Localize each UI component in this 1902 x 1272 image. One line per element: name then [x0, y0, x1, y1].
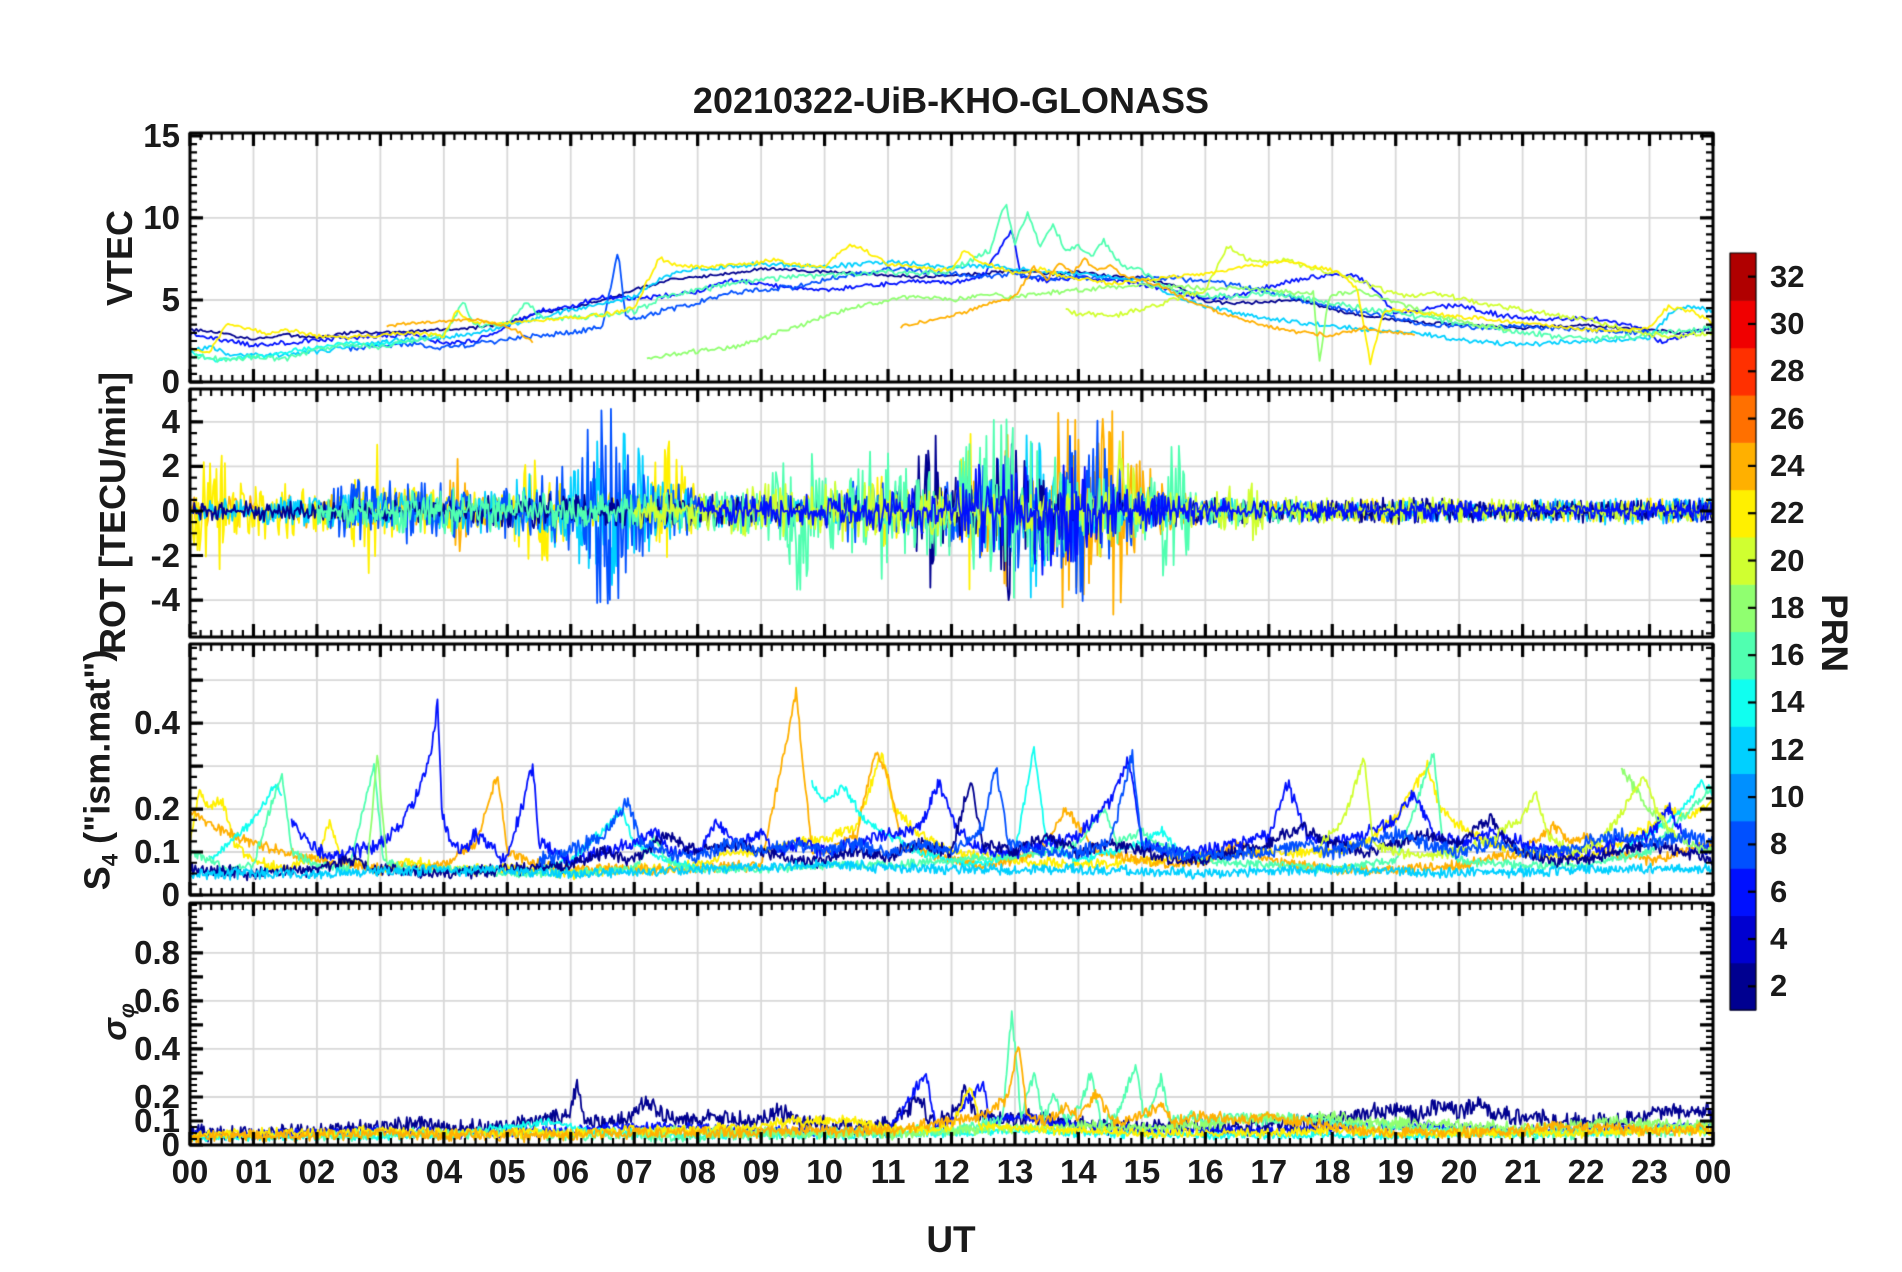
x-tick-label: 08	[679, 1153, 717, 1190]
x-tick-label: 15	[1123, 1153, 1161, 1190]
x-tick-label: 10	[806, 1153, 843, 1190]
colorbar-tick-label: 16	[1770, 637, 1805, 673]
x-tick-label: 02	[298, 1153, 336, 1190]
colorbar-tick-label: 30	[1770, 305, 1805, 341]
colorbar-tick-label: 24	[1770, 447, 1805, 483]
y-tick-label: -4	[150, 581, 180, 619]
colorbar-label: PRN	[1814, 593, 1855, 673]
x-tick-label: 17	[1250, 1153, 1288, 1190]
x-tick-label: 06	[552, 1153, 590, 1190]
colorbar-tick-label: 12	[1770, 731, 1805, 767]
y-tick-label: 0.4	[134, 704, 180, 742]
colorbar-tick-label: 22	[1770, 495, 1805, 531]
x-tick-label: 04	[425, 1153, 463, 1190]
colorbar-tick-label: 28	[1770, 353, 1805, 389]
y-tick-label: 0	[161, 363, 180, 400]
colorbar-tick-label: 20	[1770, 542, 1805, 578]
y-tick-label: 5	[161, 280, 180, 318]
x-axis-label: UT	[926, 1219, 976, 1260]
colorbar-tick-label: 14	[1770, 684, 1805, 720]
y-tick-label: 0.2	[134, 790, 180, 828]
x-tick-label: 12	[933, 1153, 970, 1190]
colorbar-tick-label: 8	[1770, 826, 1788, 862]
y-tick-label: 0	[161, 876, 180, 913]
x-tick-label: 03	[362, 1153, 399, 1190]
colorbar-tick-label: 18	[1770, 589, 1805, 625]
x-tick-label: 01	[235, 1153, 272, 1190]
colorbar-tick-label: 6	[1770, 873, 1788, 909]
x-tick-label: 07	[615, 1153, 653, 1190]
y-tick-label: 0.1	[134, 833, 180, 871]
y-tick-label: 0	[161, 491, 180, 529]
x-tick-label: 23	[1631, 1153, 1668, 1190]
y-tick-label: 0.6	[134, 981, 180, 1019]
x-tick-label: 16	[1186, 1153, 1224, 1190]
y-tick-label: 0.8	[134, 933, 180, 971]
x-tick-label: 13	[996, 1153, 1034, 1190]
x-tick-label: 19	[1377, 1153, 1415, 1190]
y-tick-label: 0.1	[134, 1101, 180, 1139]
x-tick-label: 20	[1440, 1153, 1478, 1190]
y-tick-label: 15	[143, 116, 180, 154]
x-tick-label: 05	[488, 1153, 526, 1190]
colorbar-tick-label: 26	[1770, 400, 1805, 436]
y-tick-label: 4	[161, 402, 180, 440]
y-tick-label: -2	[150, 536, 180, 574]
y-tick-label: 2	[161, 447, 180, 485]
x-tick-label: 09	[742, 1153, 780, 1190]
figure-title: 20210322-UiB-KHO-GLONASS	[692, 80, 1210, 121]
y-tick-label: 10	[143, 198, 180, 236]
x-tick-label: 00	[1694, 1153, 1732, 1190]
x-tick-label: 22	[1567, 1153, 1605, 1190]
x-tick-label: 18	[1313, 1153, 1351, 1190]
y-tick-label: 0	[161, 1126, 180, 1163]
y-tick-label: 0.2	[134, 1077, 180, 1115]
x-tick-label: 00	[171, 1153, 209, 1190]
x-tick-label: 11	[870, 1153, 906, 1190]
colorbar-tick-label: 2	[1770, 968, 1788, 1004]
x-tick-label: 14	[1060, 1153, 1097, 1190]
colorbar-tick-label: 32	[1770, 258, 1805, 294]
x-tick-label: 21	[1504, 1153, 1541, 1190]
colorbar-tick-label: 4	[1770, 921, 1788, 957]
colorbar-tick-label: 10	[1770, 779, 1805, 815]
y-tick-label: 0.4	[134, 1029, 180, 1067]
